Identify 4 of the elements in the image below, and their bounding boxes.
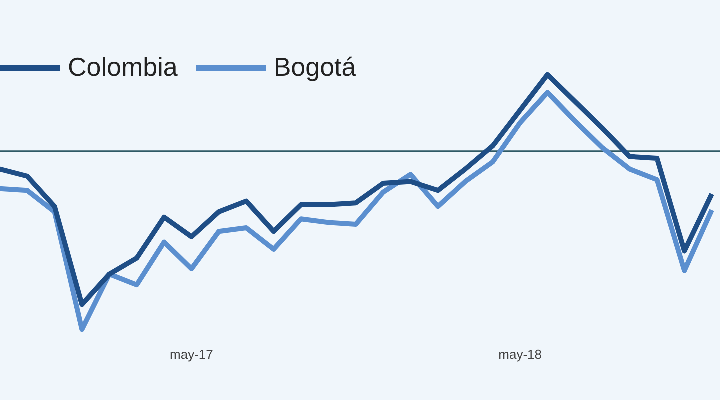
- legend-label: Colombia: [68, 52, 178, 83]
- x-tick-label: may-18: [498, 346, 542, 362]
- legend-label: Bogotá: [274, 52, 356, 83]
- x-tick-label: may-17: [170, 346, 214, 362]
